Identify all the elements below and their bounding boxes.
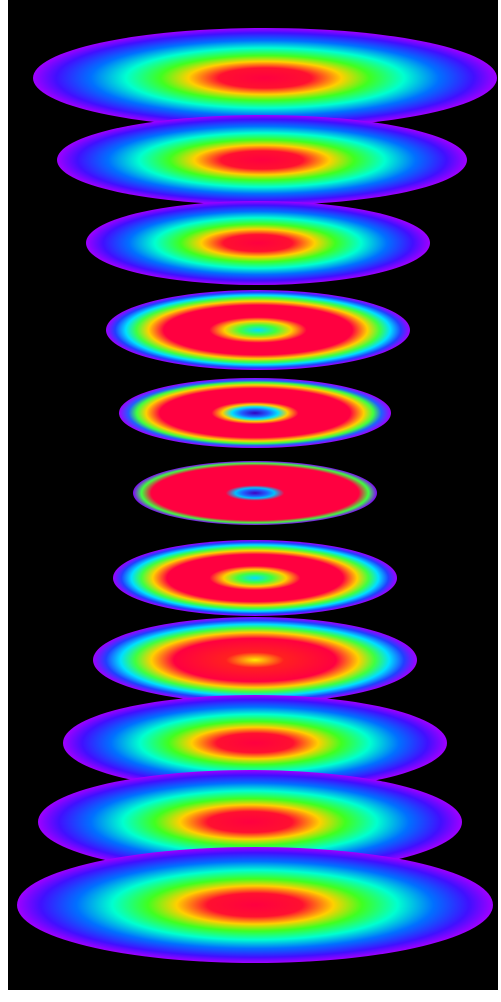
disc xyxy=(133,461,377,525)
disc xyxy=(93,617,417,703)
disc xyxy=(106,290,410,370)
disc xyxy=(33,28,497,128)
disc xyxy=(57,115,467,205)
disc xyxy=(17,847,493,963)
stacked-discs-visualization xyxy=(0,0,501,1002)
disc xyxy=(113,540,397,616)
disc xyxy=(119,378,391,448)
disc xyxy=(86,201,430,285)
